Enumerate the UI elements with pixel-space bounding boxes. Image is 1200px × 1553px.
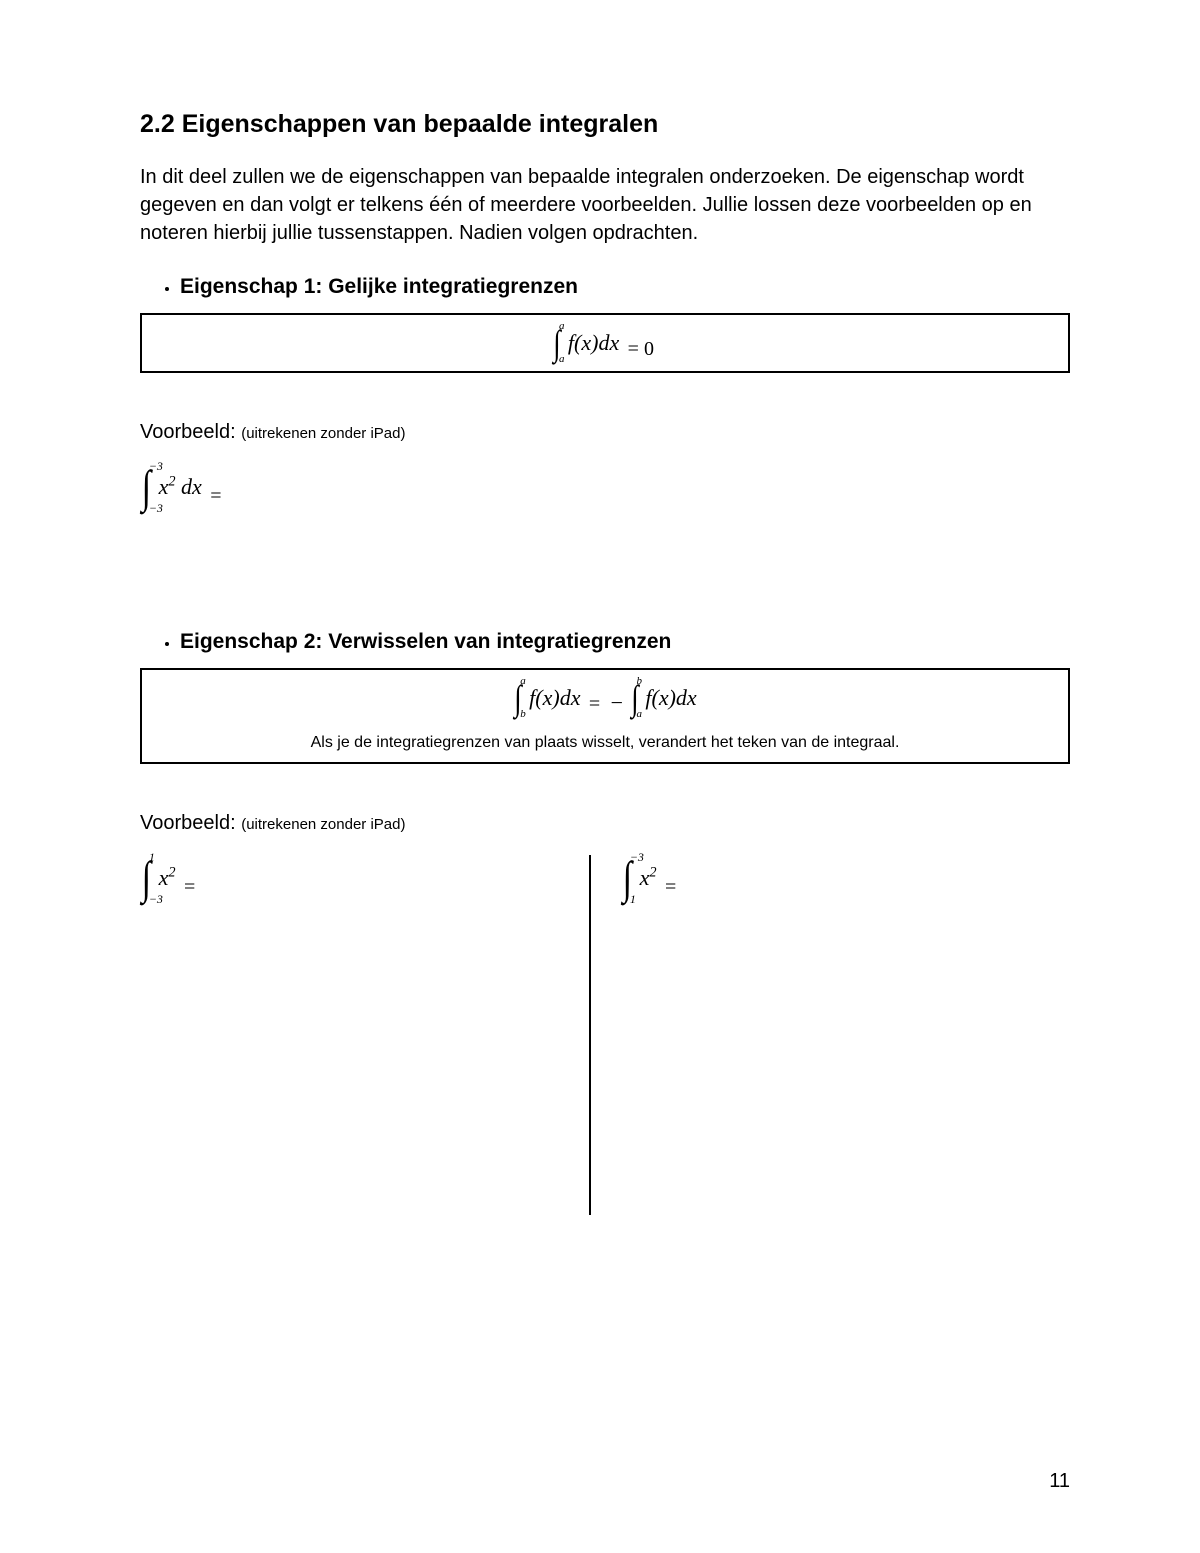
property-2-formula-box: ∫ a b f(x)dx = − ∫ b a f( xyxy=(140,668,1070,764)
section-heading: 2.2 Eigenschappen van bepaalde integrale… xyxy=(140,110,1070,139)
section-title-text: Eigenschappen van bepaalde integralen xyxy=(182,110,659,138)
section-number: 2.2 xyxy=(140,110,175,138)
integral-sign-icon: ∫ −3 1 xyxy=(621,855,634,901)
property-1-title: Eigenschap 1: Gelijke integratiegrenzen xyxy=(180,275,578,298)
example-2a-integral: ∫ 1 −3 x2 xyxy=(140,855,176,901)
integrand: x2 dx xyxy=(159,476,202,498)
integrand: f(x)dx xyxy=(568,332,619,354)
integral-sign-icon: ∫ 1 −3 xyxy=(140,855,153,901)
integral-sign-icon: ∫ −3 −3 xyxy=(140,464,153,510)
equals-zero: = 0 xyxy=(628,338,654,360)
integral-sign-icon: ∫ a b xyxy=(513,680,523,716)
integrand: x2 xyxy=(159,867,176,889)
integrand: f(x)dx xyxy=(529,687,580,709)
voorbeeld-label-2: Voorbeeld: (uitrekenen zonder iPad) xyxy=(140,812,1070,835)
property-2-lhs-integral: ∫ a b f(x)dx xyxy=(513,680,580,716)
page: 2.2 Eigenschappen van bepaalde integrale… xyxy=(0,0,1200,1553)
property-2-rhs-integral: ∫ b a f(x)dx xyxy=(630,680,697,716)
integrand: f(x)dx xyxy=(645,687,696,709)
properties-list: Eigenschap 1: Gelijke integratiegrenzen … xyxy=(140,275,1070,1215)
page-number: 11 xyxy=(1049,1470,1070,1493)
example-1-integral: ∫ −3 −3 x2 dx xyxy=(140,464,202,510)
property-2-examples: ∫ 1 −3 x2 = ∫ −3 1 xyxy=(140,855,1070,1215)
integral-sign-icon: ∫ a a xyxy=(552,325,562,361)
property-2-note: Als je de integratiegrenzen van plaats w… xyxy=(160,734,1050,752)
property-1: Eigenschap 1: Gelijke integratiegrenzen … xyxy=(180,275,1070,510)
property-1-formula-box: ∫ a a f(x)dx = 0 xyxy=(140,313,1070,373)
minus-sign-icon: − xyxy=(611,690,623,715)
example-2-left: ∫ 1 −3 x2 = xyxy=(140,855,589,1215)
voorbeeld-label-1: Voorbeeld: (uitrekenen zonder iPad) xyxy=(140,421,1070,444)
intro-paragraph: In dit deel zullen we de eigenschappen v… xyxy=(140,163,1070,247)
example-2-right: ∫ −3 1 x2 = xyxy=(589,855,1070,1215)
property-2-title: Eigenschap 2: Verwisselen van integratie… xyxy=(180,630,671,653)
property-1-example: ∫ −3 −3 x2 dx = xyxy=(140,464,1070,510)
example-2b-integral: ∫ −3 1 x2 xyxy=(621,855,657,901)
integral-sign-icon: ∫ b a xyxy=(630,680,640,716)
property-2: Eigenschap 2: Verwisselen van integratie… xyxy=(180,630,1070,1215)
property-1-formula-integral: ∫ a a f(x)dx xyxy=(552,325,619,361)
integrand: x2 xyxy=(640,867,657,889)
